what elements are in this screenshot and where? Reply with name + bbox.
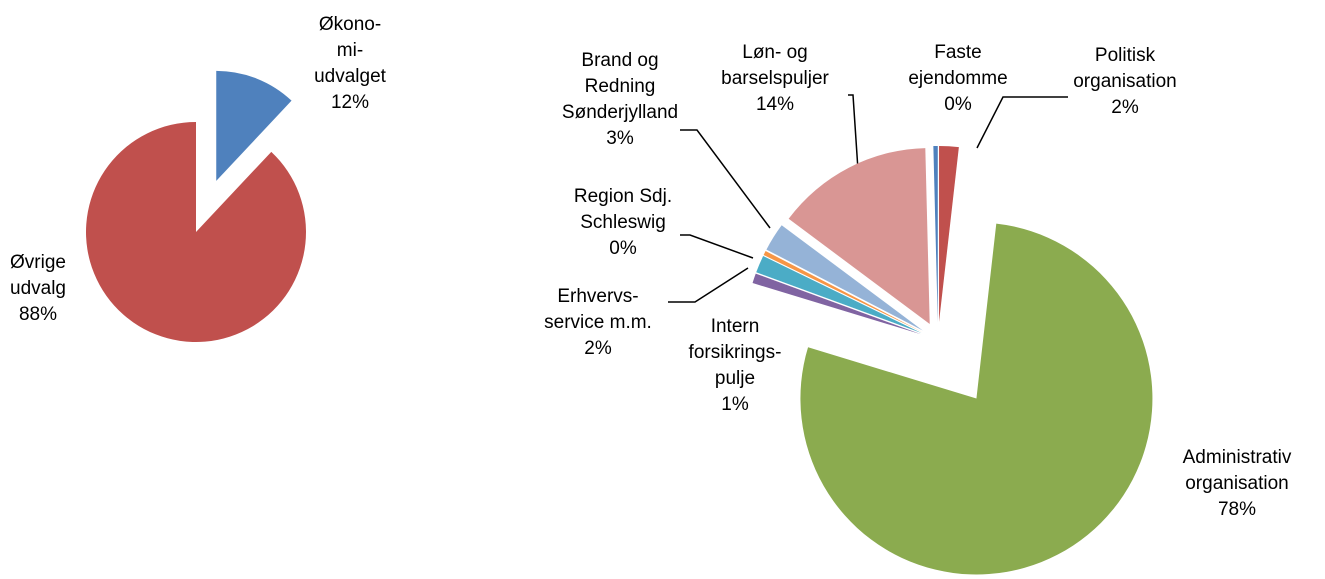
value-label: 14% [755, 94, 795, 115]
category-label: Øvrige udvalg [10, 252, 66, 299]
value-label: 78% [1217, 499, 1257, 520]
slice-label: Erhvervs- service m.m. 2% [544, 284, 652, 362]
leader-line [848, 94, 859, 171]
pie-slice [933, 146, 938, 323]
slice-label: Politisk organisation 2% [1073, 43, 1177, 121]
pie-slice [756, 256, 922, 333]
leader-line [680, 234, 754, 259]
leader-line [668, 267, 749, 303]
category-label: Brand og Redning Sønderjylland [561, 50, 679, 123]
category-label: Politisk organisation [1073, 45, 1177, 92]
value-label: 12% [330, 92, 370, 113]
category-label: Intern forsikrings- pulje [688, 316, 782, 389]
slice-label: Region Sdj. Schleswig 0% [574, 184, 672, 262]
pie-slice [788, 148, 930, 325]
slice-label: Løn- og barselspuljer 14% [721, 40, 829, 118]
leader-line [680, 129, 771, 229]
value-label: 2% [584, 338, 612, 359]
pie-slice [766, 225, 923, 331]
category-label: Økono- mi- udvalget [314, 14, 386, 87]
category-label: Løn- og barselspuljer [721, 42, 829, 89]
value-label: 88% [18, 304, 58, 325]
pie-slice [939, 146, 959, 323]
slice-label: Brand og Redning Sønderjylland 3% [562, 48, 678, 152]
slice-label: Administrativ organisation 78% [1183, 445, 1292, 523]
slice-label: Intern forsikrings- pulje 1% [689, 314, 782, 418]
category-label: Region Sdj. Schleswig [573, 186, 673, 233]
pie-slice [763, 251, 922, 332]
slice-label: Økono- mi- udvalget 12% [314, 12, 386, 116]
value-label: 0% [944, 94, 972, 115]
pie-slice [216, 70, 292, 181]
category-label: Faste ejendomme [908, 42, 1008, 89]
value-label: 3% [606, 128, 634, 149]
pie-slice [752, 273, 921, 335]
category-label: Erhvervs- service m.m. [544, 286, 652, 333]
category-label: Administrativ organisation [1182, 447, 1292, 494]
leader-line [976, 96, 1068, 149]
pie-slice [800, 223, 1153, 575]
value-label: 1% [721, 394, 749, 415]
slice-label: Faste ejendomme 0% [908, 40, 1007, 118]
slice-label: Øvrige udvalg 88% [10, 250, 66, 328]
value-label: 0% [609, 238, 637, 259]
pie-slice [85, 122, 306, 342]
value-label: 2% [1111, 97, 1139, 118]
